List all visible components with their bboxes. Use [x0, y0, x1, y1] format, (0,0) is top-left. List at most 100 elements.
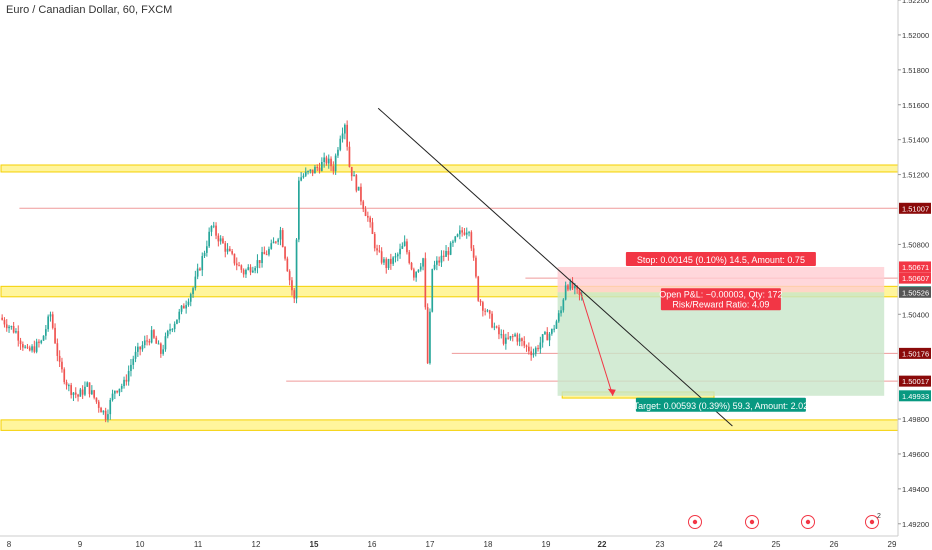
candle: [293, 288, 296, 304]
candle-body: [242, 269, 245, 275]
candle: [258, 260, 261, 269]
candle-body: [445, 251, 447, 257]
candle-body: [194, 276, 197, 289]
candle-body: [392, 257, 394, 264]
candle-body: [203, 252, 206, 257]
candle-body: [309, 169, 312, 172]
candle-body: [406, 241, 408, 253]
candle-body: [35, 341, 38, 352]
candle: [143, 335, 146, 349]
candle-body: [240, 265, 243, 270]
candle: [555, 319, 558, 329]
price-badge: 1.50176: [899, 347, 931, 359]
candle-body: [109, 399, 112, 415]
candle: [479, 299, 482, 306]
candle: [233, 253, 236, 266]
candle: [91, 385, 93, 396]
candle-body: [3, 319, 6, 325]
candle: [194, 270, 197, 291]
candle: [206, 240, 208, 257]
candle-body: [270, 243, 273, 249]
candle: [247, 264, 250, 271]
candle: [65, 379, 68, 390]
candle: [63, 367, 66, 385]
candle: [360, 183, 362, 206]
candle: [102, 410, 105, 415]
candle-body: [429, 311, 431, 364]
candle-body: [511, 336, 514, 338]
candle: [390, 253, 392, 270]
candle: [93, 389, 95, 400]
candle: [346, 120, 348, 151]
candle-body: [68, 385, 70, 387]
candle-body: [500, 334, 503, 336]
candle-body: [279, 230, 282, 240]
candle: [176, 319, 178, 325]
candle: [309, 169, 312, 174]
candle-body: [102, 410, 105, 413]
price-badge-label: 1.50017: [902, 377, 929, 386]
zone-box: [0, 164, 899, 173]
candle-body: [461, 230, 463, 233]
time-tick-label: 22: [598, 540, 607, 549]
candle: [302, 173, 305, 179]
price-badge: 1.49933: [899, 390, 931, 402]
candle: [192, 286, 194, 298]
time-tick-label: 25: [772, 540, 781, 549]
candle: [502, 329, 505, 346]
price-tick-label: 1.52200: [902, 0, 929, 5]
candle-body: [148, 341, 151, 343]
candle: [562, 298, 565, 313]
candle: [238, 261, 240, 267]
candle: [224, 240, 227, 258]
candle-body: [482, 302, 484, 311]
candle: [498, 324, 500, 340]
candle-body: [367, 215, 369, 218]
candle-body: [256, 260, 259, 268]
candle-body: [12, 326, 15, 333]
time-tick-label: 10: [136, 540, 145, 549]
candle-body: [123, 379, 125, 387]
candle-body: [235, 263, 238, 266]
candle: [109, 397, 112, 420]
candle-body: [493, 326, 496, 328]
candle: [337, 147, 339, 158]
candle: [104, 407, 107, 423]
candle-body: [327, 158, 330, 164]
candle: [571, 277, 574, 291]
candle: [482, 300, 484, 317]
candle: [548, 331, 551, 347]
candle-body: [541, 334, 544, 343]
candle: [208, 227, 210, 248]
candle-body: [449, 242, 452, 255]
candle-body: [249, 267, 252, 273]
price-badge-label: 1.51007: [902, 204, 929, 213]
candle-body: [415, 271, 417, 278]
candle: [166, 329, 169, 339]
candle-body: [440, 255, 443, 263]
candle: [95, 397, 98, 404]
candle-body: [5, 324, 8, 329]
candle: [362, 199, 365, 213]
candle: [254, 266, 256, 274]
price-badge: 1.50526: [899, 286, 931, 298]
candle: [74, 387, 77, 399]
price-badge: 1.50671: [899, 261, 931, 273]
candle-body: [254, 267, 256, 271]
candle-body: [417, 269, 420, 272]
candle: [426, 303, 429, 365]
candle-body: [19, 340, 22, 345]
time-tick-label: 9: [78, 540, 83, 549]
candle-body: [166, 330, 169, 337]
candle: [557, 310, 560, 323]
price-badge: 1.50607: [899, 272, 931, 284]
candle: [465, 227, 468, 239]
candle-body: [562, 299, 565, 311]
candle-body: [97, 401, 100, 408]
candle-body: [31, 346, 33, 351]
candle: [84, 381, 86, 397]
candle: [341, 127, 344, 143]
candle: [304, 167, 307, 178]
candle-body: [353, 175, 355, 177]
